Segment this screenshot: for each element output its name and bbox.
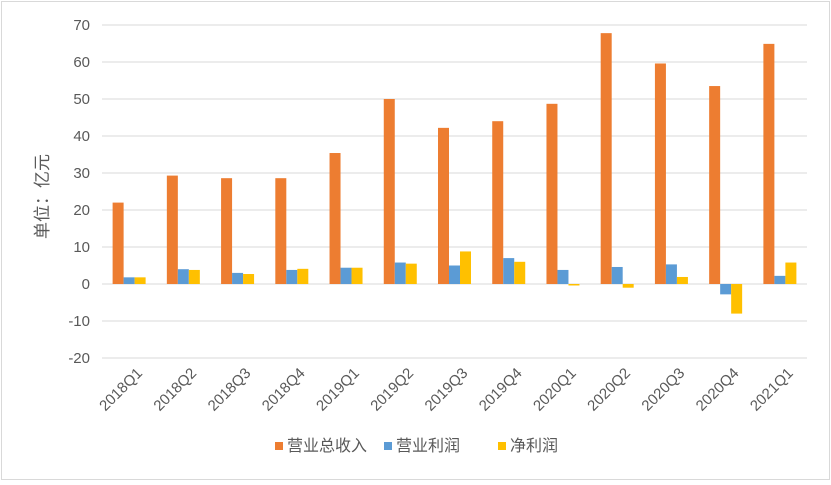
bar <box>123 277 135 284</box>
legend-swatch <box>384 442 392 450</box>
y-tick-label: -10 <box>68 313 90 330</box>
bars <box>112 33 797 314</box>
bar <box>232 272 244 284</box>
y-tick-label: -20 <box>68 350 90 367</box>
bar <box>654 63 666 285</box>
y-tick-label: 10 <box>73 239 90 256</box>
bar <box>676 276 688 284</box>
x-tick-label: 2019Q1 <box>313 365 363 415</box>
bar <box>600 33 612 284</box>
bar <box>785 262 797 284</box>
bar <box>557 269 569 284</box>
legend-swatch <box>498 442 506 450</box>
bar <box>340 267 352 284</box>
x-tick-label: 2018Q1 <box>96 365 146 415</box>
bar <box>112 202 124 284</box>
x-tick-label: 2020Q4 <box>693 365 743 415</box>
bar <box>546 103 558 284</box>
bar <box>166 175 178 284</box>
bar <box>177 269 189 284</box>
y-axis-ticks: -20 -10 0 10 20 30 40 50 60 70 <box>68 17 90 367</box>
bar <box>221 178 233 284</box>
bar <box>383 99 395 284</box>
y-tick-label: 20 <box>73 202 90 219</box>
bar <box>460 251 471 284</box>
bar <box>134 277 146 284</box>
bar <box>709 86 721 284</box>
x-axis-ticks: 2018Q1 2018Q2 2018Q3 2018Q4 2019Q1 2019Q2 2019… <box>96 365 797 415</box>
bar <box>449 265 460 284</box>
x-tick-label: 2020Q1 <box>530 365 580 415</box>
bar <box>514 261 526 284</box>
y-tick-label: 50 <box>73 91 90 108</box>
bar <box>503 258 515 284</box>
gridlines <box>102 24 807 359</box>
bar <box>438 127 449 284</box>
legend-swatch <box>275 442 283 450</box>
x-tick-label: 2018Q3 <box>205 365 255 415</box>
bar <box>492 121 504 284</box>
x-tick-label: 2019Q2 <box>367 365 417 415</box>
bar <box>405 263 417 284</box>
bar <box>286 269 298 284</box>
x-tick-label: 2019Q3 <box>422 365 472 415</box>
bar <box>622 284 634 288</box>
y-tick-label: 40 <box>73 128 90 145</box>
bar <box>774 275 786 284</box>
bar <box>720 284 732 295</box>
bar <box>329 153 341 284</box>
bar <box>611 266 623 284</box>
x-tick-label: 2020Q2 <box>584 365 634 415</box>
x-tick-label: 2018Q4 <box>259 365 309 415</box>
bar <box>188 269 200 284</box>
x-tick-label: 2021Q1 <box>747 365 797 415</box>
x-tick-label: 2018Q2 <box>150 365 200 415</box>
y-tick-label: 70 <box>73 17 90 34</box>
y-tick-label: 60 <box>73 54 90 71</box>
bar <box>568 284 580 286</box>
legend-label: 营业利润 <box>396 436 460 455</box>
bar <box>731 284 743 314</box>
y-tick-label: 30 <box>73 165 90 182</box>
bar <box>297 268 309 284</box>
bar <box>665 264 677 284</box>
bar <box>351 267 363 284</box>
bar <box>394 262 406 284</box>
bar <box>763 43 775 285</box>
legend: 营业总收入 营业利润 净利润 <box>275 436 558 455</box>
y-axis-title: 单位：亿元 <box>33 154 53 239</box>
x-tick-label: 2019Q4 <box>476 365 526 415</box>
bar <box>275 178 287 284</box>
y-tick-label: 0 <box>82 276 90 293</box>
x-tick-label: 2020Q3 <box>638 365 688 415</box>
bar <box>243 274 255 284</box>
legend-label: 净利润 <box>510 436 558 455</box>
legend-label: 营业总收入 <box>287 436 367 455</box>
